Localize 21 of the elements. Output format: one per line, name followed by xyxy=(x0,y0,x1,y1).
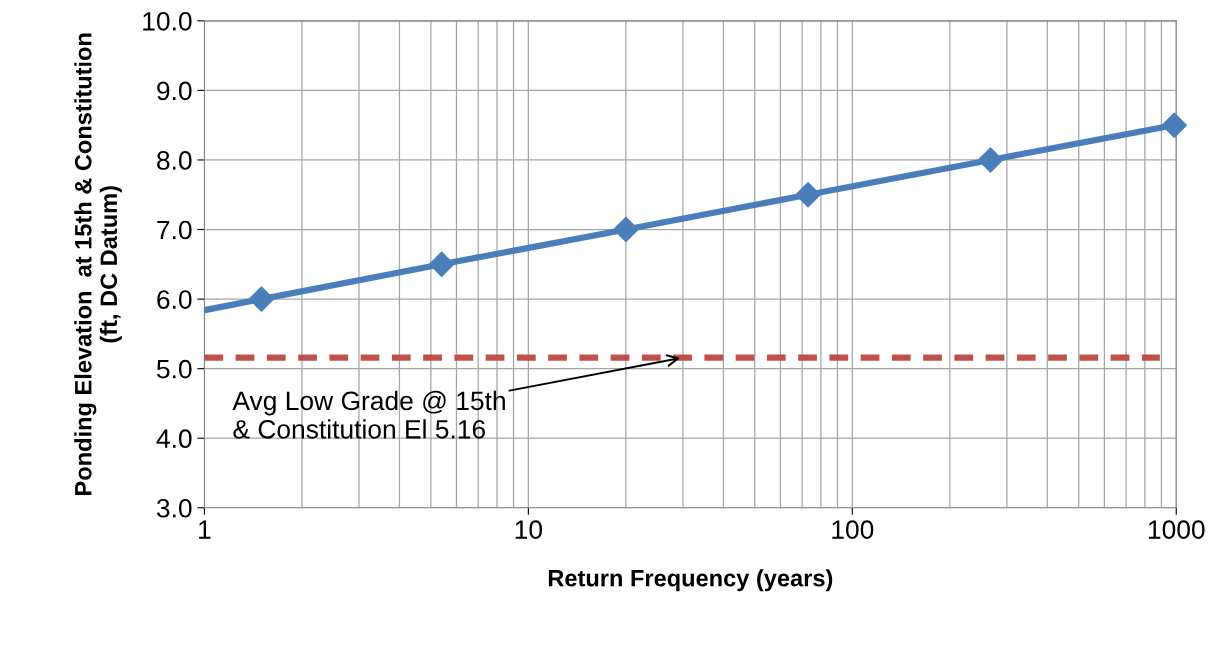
x-axis-title: Return Frequency (years) xyxy=(548,569,833,592)
y-tick-label: 5.0 xyxy=(156,359,192,379)
x-tick-label: 1 xyxy=(199,520,211,539)
y-tick-label: 7.0 xyxy=(157,220,192,240)
y-tick-label: 4.0 xyxy=(156,429,192,449)
y-tick-label: 8.0 xyxy=(157,151,192,170)
y-axis-title: Ponding Elevation at 15th & Constitution (ft, DC Datum) xyxy=(74,33,122,495)
y-tick-label: 10.0 xyxy=(143,11,192,31)
y-tick-label: 3.0 xyxy=(156,498,192,518)
point xyxy=(1161,112,1188,138)
point xyxy=(613,216,639,243)
point xyxy=(977,147,1004,173)
x-tick-label: 10 xyxy=(515,520,543,539)
annotation: Avg Low Grade @ 15th & Constitution El 5.16 xyxy=(232,390,505,439)
y-tick-label: 9.0 xyxy=(157,81,192,101)
y-tick-label: 6.0 xyxy=(157,290,192,309)
x-tick-label: 100 xyxy=(832,520,874,539)
point xyxy=(428,251,455,278)
point xyxy=(795,182,821,208)
x-tick-label: 1000 xyxy=(1148,520,1205,539)
point xyxy=(248,286,275,312)
